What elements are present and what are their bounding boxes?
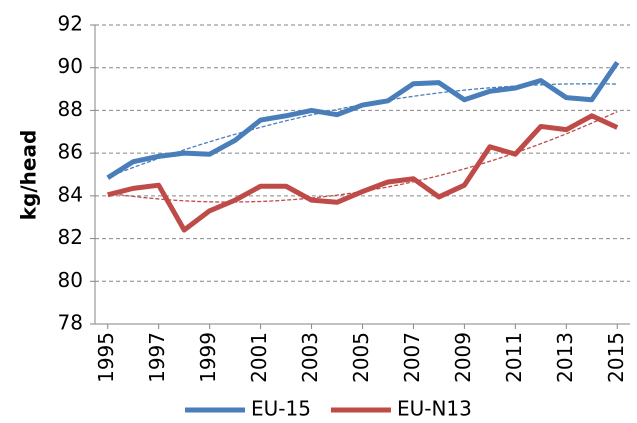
x-tick-label: 1995 — [94, 332, 118, 383]
legend-label: EU-15 — [251, 397, 311, 421]
x-tick-label: 1999 — [196, 332, 220, 383]
y-tick-label: 82 — [58, 225, 83, 249]
x-tick-label: 2013 — [553, 332, 577, 383]
x-tick-label: 2005 — [349, 332, 373, 383]
trendline — [107, 111, 618, 203]
y-axis-label: kg/head — [17, 130, 41, 221]
x-tick-label: 2015 — [604, 332, 628, 383]
series-line — [106, 60, 620, 180]
x-tick-label: 2007 — [400, 332, 424, 383]
y-tick-label: 84 — [58, 182, 83, 206]
legend-label: EU-N13 — [397, 397, 472, 421]
y-tick-label: 88 — [58, 97, 83, 121]
x-tick-label: 2001 — [247, 332, 271, 383]
y-tick-label: 86 — [58, 140, 83, 164]
x-tick-label: 2003 — [298, 332, 322, 383]
series-line — [107, 113, 619, 233]
x-tick-label: 1997 — [145, 332, 169, 383]
y-tick-label: 80 — [58, 268, 83, 292]
x-tick-label: 2009 — [451, 332, 475, 383]
y-tick-label: 78 — [58, 311, 83, 335]
trendline — [107, 83, 618, 178]
y-tick-label: 90 — [58, 54, 83, 78]
x-tick-label: 2011 — [502, 332, 526, 383]
y-tick-label: 92 — [58, 12, 83, 36]
